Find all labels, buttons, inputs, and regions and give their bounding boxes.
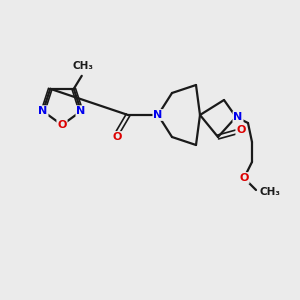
Text: N: N — [153, 110, 163, 120]
Text: O: O — [239, 173, 249, 183]
Text: CH₃: CH₃ — [72, 61, 93, 71]
Text: CH₃: CH₃ — [260, 187, 281, 197]
Text: O: O — [57, 120, 67, 130]
Text: N: N — [76, 106, 85, 116]
Text: O: O — [112, 132, 122, 142]
Text: O: O — [236, 125, 246, 135]
Text: N: N — [233, 112, 243, 122]
Text: N: N — [38, 106, 48, 116]
